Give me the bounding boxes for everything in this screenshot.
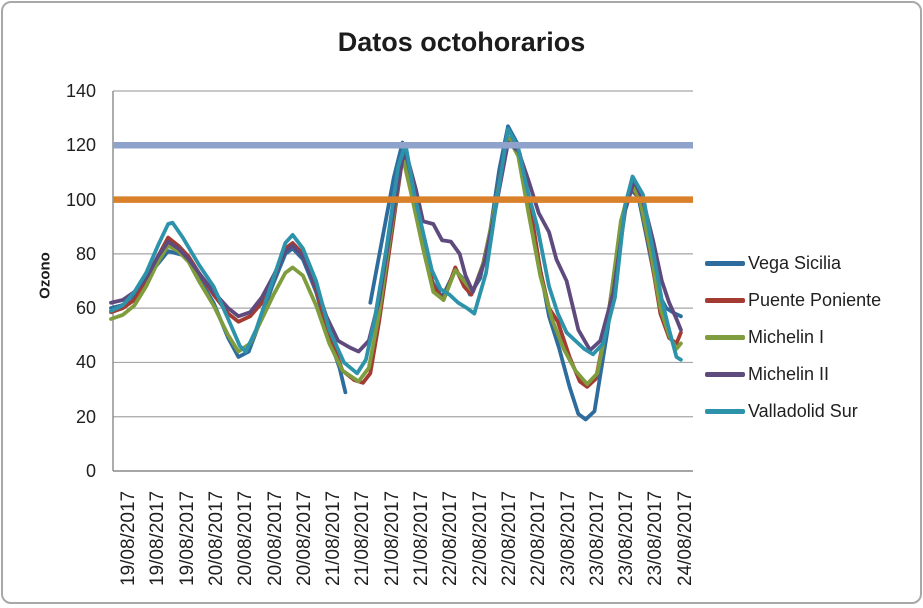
x-axis-label: 23/08/2017 <box>616 490 638 586</box>
x-axis-label: 21/08/2017 <box>411 490 432 586</box>
y-axis-label-0: 0 <box>85 461 96 481</box>
x-axis-label: 19/08/2017 <box>176 490 198 586</box>
x-axis-label: 19/08/2017 <box>147 490 169 586</box>
x-axis-label: 19/08/2017 <box>118 490 139 586</box>
legend-label: Puente Poniente <box>748 290 882 310</box>
x-axis-label: 23/08/2017 <box>586 490 608 586</box>
x-axis-label: 23/08/2017 <box>557 490 579 586</box>
x-axis-label: 22/08/2017 <box>528 490 550 586</box>
legend-swatch-valladolid-sur <box>705 409 745 414</box>
x-axis-label: 20/08/2017 <box>235 490 257 586</box>
x-axis-label: 21/08/2017 <box>323 490 345 586</box>
legend-swatch-vega-sicilia <box>705 261 745 266</box>
x-axis-label: 20/08/2017 <box>293 490 315 586</box>
plot-area <box>109 90 693 472</box>
legend-swatch-michelin-ii <box>705 372 745 377</box>
x-axis-label: 20/08/2017 <box>205 490 227 586</box>
x-axis-label: 22/08/2017 <box>440 490 462 586</box>
legend: Vega Sicilia Puente Poniente Michelin I Mic… <box>705 245 881 430</box>
y-axis-label-140: 140 <box>65 81 96 101</box>
x-axis-label: 21/08/2017 <box>352 490 374 586</box>
legend-swatch-michelin-i <box>705 335 745 340</box>
legend-label: Michelin I <box>748 327 825 347</box>
legend-swatch-puente-poniente <box>705 298 745 303</box>
x-axis-label: 22/08/2017 <box>469 490 491 586</box>
x-axis-label: 21/08/2017 <box>381 490 403 586</box>
y-axis-label-60: 60 <box>75 298 96 319</box>
x-axis-label: 24/08/2017 <box>674 490 696 586</box>
x-axis-label: 22/08/2017 <box>498 490 520 586</box>
legend-item-michelin-ii: Michelin II <box>705 356 881 393</box>
x-axis-label: 23/08/2017 <box>645 490 667 586</box>
legend-item-puente-poniente: Puente Poniente <box>705 282 881 319</box>
legend-label: Michelin II <box>748 364 830 384</box>
y-axis-label-120: 120 <box>65 135 96 156</box>
y-axis-label-40: 40 <box>75 352 96 373</box>
legend-item-michelin-i: Michelin I <box>705 319 881 356</box>
y-axis-label-20: 20 <box>75 406 96 427</box>
series-line-valladolid-sur <box>109 127 683 376</box>
y-axis-label-80: 80 <box>75 243 96 264</box>
legend-label: Vega Sicilia <box>748 253 842 273</box>
y-axis-label-100: 100 <box>65 189 96 210</box>
x-axis-label: 20/08/2017 <box>264 490 286 586</box>
legend-item-valladolid-sur: Valladolid Sur <box>705 393 881 430</box>
chart-title: Datos octohorarios <box>337 27 586 57</box>
series-line-michelin-i <box>109 135 683 387</box>
legend-label: Valladolid Sur <box>748 401 858 421</box>
legend-item-vega-sicilia: Vega Sicilia <box>705 245 881 282</box>
